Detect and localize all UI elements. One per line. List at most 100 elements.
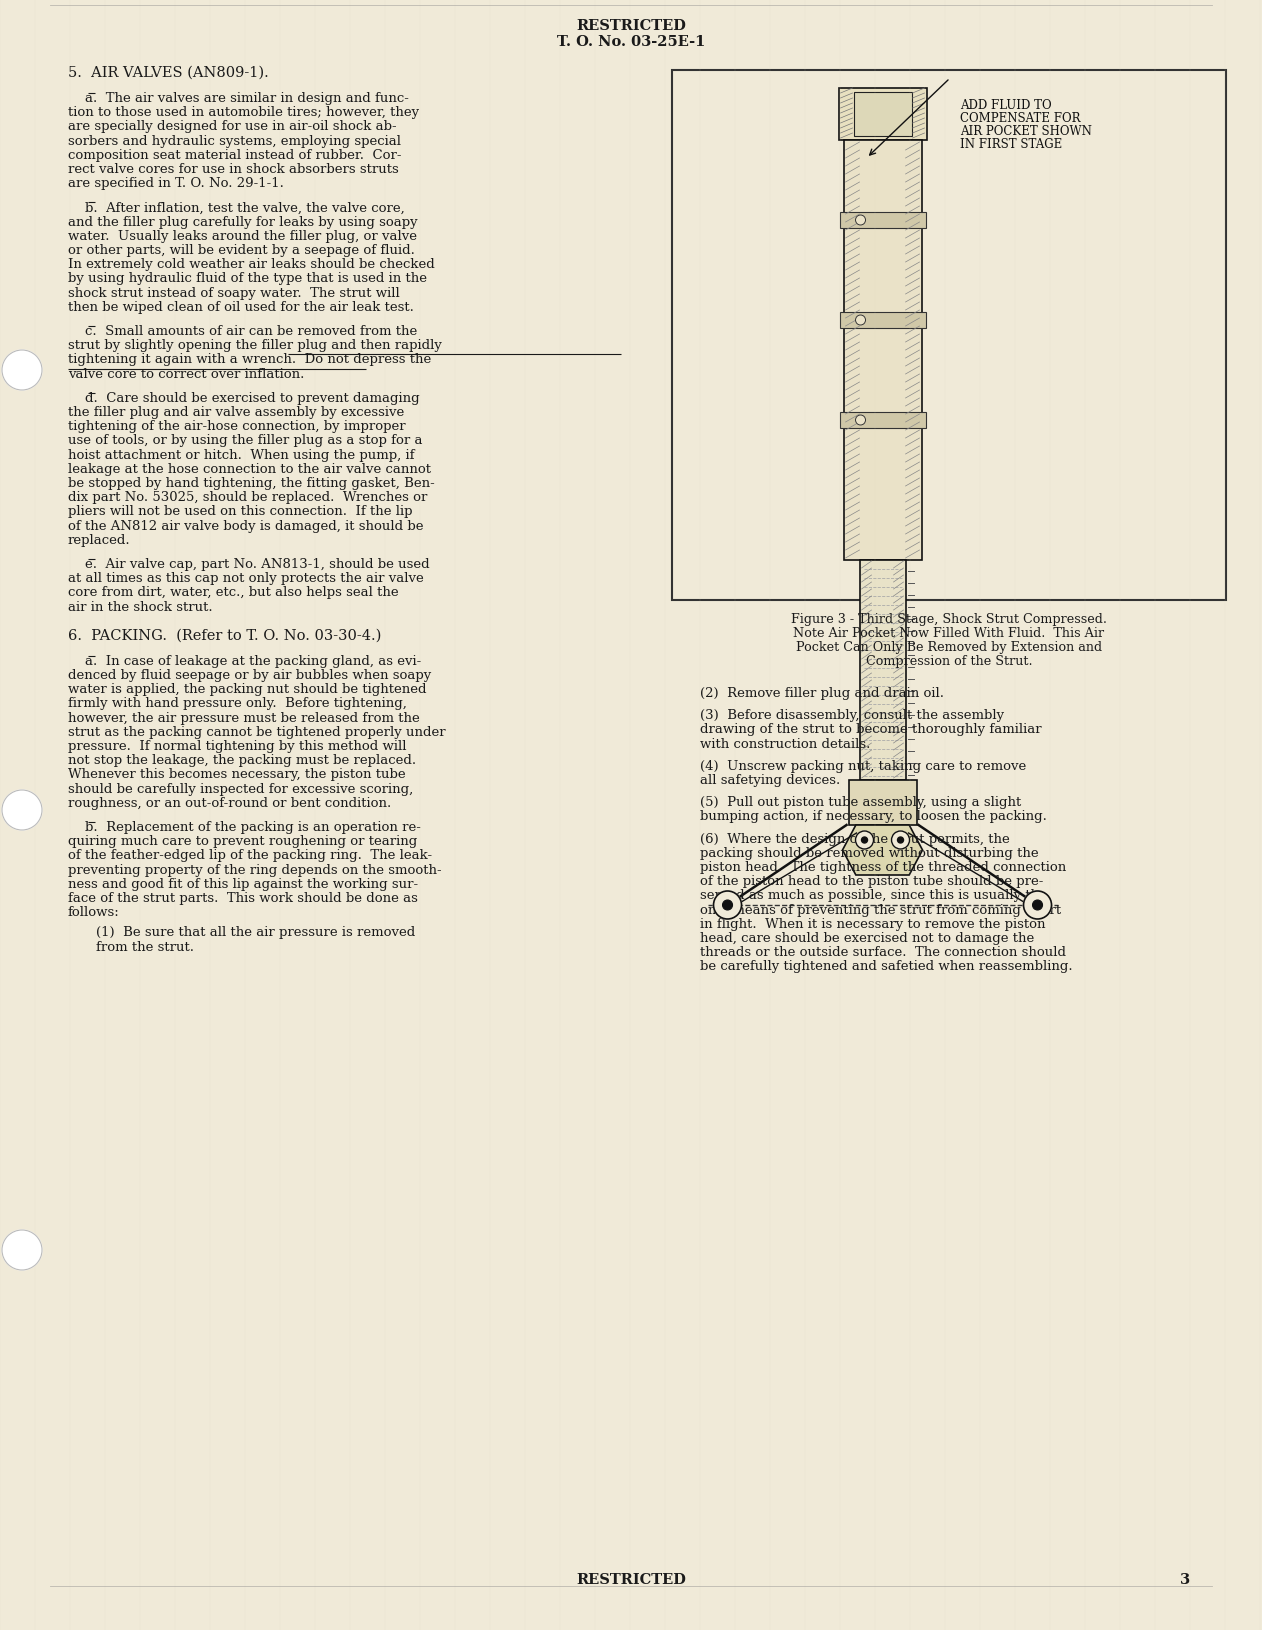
Text: b.  Replacement of the packing is an operation re-: b. Replacement of the packing is an oper… bbox=[68, 820, 420, 833]
Circle shape bbox=[713, 892, 742, 919]
Text: piston head.  The tightness of the threaded connection: piston head. The tightness of the thread… bbox=[700, 861, 1066, 874]
Text: (3)  Before disassembly, consult the assembly: (3) Before disassembly, consult the asse… bbox=[700, 709, 1005, 722]
Text: be stopped by hand tightening, the fitting gasket, Ben-: be stopped by hand tightening, the fitti… bbox=[68, 476, 434, 489]
Text: (1)  Be sure that all the air pressure is removed: (1) Be sure that all the air pressure is… bbox=[96, 926, 415, 939]
Text: RESTRICTED: RESTRICTED bbox=[575, 20, 687, 33]
Text: of the piston head to the piston tube should be pre-: of the piston head to the piston tube sh… bbox=[700, 875, 1044, 888]
Text: with construction details.: with construction details. bbox=[700, 737, 871, 750]
Text: strut as the packing cannot be tightened properly under: strut as the packing cannot be tightened… bbox=[68, 725, 445, 738]
Text: b.  After inflation, test the valve, the valve core,: b. After inflation, test the valve, the … bbox=[68, 200, 405, 214]
Text: pressure.  If normal tightening by this method will: pressure. If normal tightening by this m… bbox=[68, 740, 406, 753]
Bar bbox=[838, 90, 926, 140]
Bar bbox=[843, 140, 921, 561]
Text: sorbers and hydraulic systems, employing special: sorbers and hydraulic systems, employing… bbox=[68, 135, 401, 147]
Text: valve core to correct over inflation.: valve core to correct over inflation. bbox=[68, 367, 304, 380]
Text: in flight.  When it is necessary to remove the piston: in flight. When it is necessary to remov… bbox=[700, 918, 1045, 931]
Text: (2)  Remove filler plug and drain oil.: (2) Remove filler plug and drain oil. bbox=[700, 686, 944, 699]
Circle shape bbox=[856, 416, 866, 425]
Text: In extremely cold weather air leaks should be checked: In extremely cold weather air leaks shou… bbox=[68, 258, 434, 271]
Text: composition seat material instead of rubber.  Cor-: composition seat material instead of rub… bbox=[68, 148, 401, 161]
Text: then be wiped clean of oil used for the air leak test.: then be wiped clean of oil used for the … bbox=[68, 300, 414, 313]
Text: drawing of the strut to become thoroughly familiar: drawing of the strut to become thoroughl… bbox=[700, 724, 1041, 737]
Circle shape bbox=[3, 791, 42, 831]
Text: or other parts, will be evident by a seepage of fluid.: or other parts, will be evident by a see… bbox=[68, 244, 415, 258]
Bar bbox=[839, 313, 925, 329]
Bar bbox=[859, 561, 906, 781]
Text: 3: 3 bbox=[1180, 1571, 1190, 1586]
Text: at all times as this cap not only protects the air valve: at all times as this cap not only protec… bbox=[68, 572, 424, 585]
Circle shape bbox=[3, 350, 42, 391]
Text: AIR POCKET SHOWN: AIR POCKET SHOWN bbox=[960, 126, 1092, 139]
Text: leakage at the hose connection to the air valve cannot: leakage at the hose connection to the ai… bbox=[68, 463, 432, 476]
Text: served as much as possible, since this is usually the: served as much as possible, since this i… bbox=[700, 888, 1047, 901]
Text: strut by slightly opening the filler plug and then rapidly: strut by slightly opening the filler plu… bbox=[68, 339, 442, 352]
Polygon shape bbox=[843, 825, 923, 875]
Text: roughness, or an out-of-round or bent condition.: roughness, or an out-of-round or bent co… bbox=[68, 797, 391, 810]
Circle shape bbox=[891, 831, 910, 849]
Text: (6)  Where the design of the strut permits, the: (6) Where the design of the strut permit… bbox=[700, 831, 1010, 844]
Text: of the AN812 air valve body is damaged, it should be: of the AN812 air valve body is damaged, … bbox=[68, 520, 424, 533]
Text: packing should be removed without disturbing the: packing should be removed without distur… bbox=[700, 846, 1039, 859]
Text: Figure 3 - Third Stage, Shock Strut Compressed.: Figure 3 - Third Stage, Shock Strut Comp… bbox=[791, 613, 1107, 626]
Text: are specially designed for use in air-oil shock ab-: are specially designed for use in air-oi… bbox=[68, 121, 396, 134]
Text: (4)  Unscrew packing nut, taking care to remove: (4) Unscrew packing nut, taking care to … bbox=[700, 760, 1026, 773]
Text: not stop the leakage, the packing must be replaced.: not stop the leakage, the packing must b… bbox=[68, 753, 416, 766]
Bar bbox=[848, 781, 916, 825]
Circle shape bbox=[856, 831, 873, 849]
Text: should be carefully inspected for excessive scoring,: should be carefully inspected for excess… bbox=[68, 782, 413, 795]
Circle shape bbox=[862, 838, 867, 843]
Circle shape bbox=[856, 316, 866, 326]
Text: dix part No. 53025, should be replaced.  Wrenches or: dix part No. 53025, should be replaced. … bbox=[68, 491, 428, 504]
Text: follows:: follows: bbox=[68, 906, 120, 919]
Text: core from dirt, water, etc., but also helps seal the: core from dirt, water, etc., but also he… bbox=[68, 587, 399, 600]
Circle shape bbox=[3, 1231, 42, 1270]
Text: tightening of the air-hose connection, by improper: tightening of the air-hose connection, b… bbox=[68, 421, 405, 434]
Circle shape bbox=[1023, 892, 1051, 919]
Text: of the feather-edged lip of the packing ring.  The leak-: of the feather-edged lip of the packing … bbox=[68, 849, 432, 862]
Text: 5.  AIR VALVES (AN809-1).: 5. AIR VALVES (AN809-1). bbox=[68, 65, 269, 80]
Text: and the filler plug carefully for leaks by using soapy: and the filler plug carefully for leaks … bbox=[68, 215, 418, 228]
Bar bbox=[671, 72, 1225, 600]
Text: Pocket Can Only Be Removed by Extension and: Pocket Can Only Be Removed by Extension … bbox=[796, 641, 1102, 654]
Bar bbox=[839, 214, 925, 228]
Text: e.  Air valve cap, part No. AN813-1, should be used: e. Air valve cap, part No. AN813-1, shou… bbox=[68, 557, 429, 570]
Text: the filler plug and air valve assembly by excessive: the filler plug and air valve assembly b… bbox=[68, 406, 404, 419]
Text: preventing property of the ring depends on the smooth-: preventing property of the ring depends … bbox=[68, 862, 442, 875]
Text: air in the shock strut.: air in the shock strut. bbox=[68, 600, 212, 613]
Text: ADD FLUID TO: ADD FLUID TO bbox=[960, 99, 1051, 112]
Text: rect valve cores for use in shock absorbers struts: rect valve cores for use in shock absorb… bbox=[68, 163, 399, 176]
Text: hoist attachment or hitch.  When using the pump, if: hoist attachment or hitch. When using th… bbox=[68, 448, 414, 461]
Text: Whenever this becomes necessary, the piston tube: Whenever this becomes necessary, the pis… bbox=[68, 768, 405, 781]
Text: threads or the outside surface.  The connection should: threads or the outside surface. The conn… bbox=[700, 945, 1066, 958]
Text: ness and good fit of this lip against the working sur-: ness and good fit of this lip against th… bbox=[68, 877, 418, 890]
Text: d.  Care should be exercised to prevent damaging: d. Care should be exercised to prevent d… bbox=[68, 391, 420, 404]
Text: are specified in T. O. No. 29-1-1.: are specified in T. O. No. 29-1-1. bbox=[68, 178, 284, 191]
Circle shape bbox=[723, 900, 732, 911]
Text: IN FIRST STAGE: IN FIRST STAGE bbox=[960, 139, 1063, 152]
Text: 6.  PACKING.  (Refer to T. O. No. 03-30-4.): 6. PACKING. (Refer to T. O. No. 03-30-4.… bbox=[68, 629, 381, 642]
Text: tightening it again with a wrench.  Do not depress the: tightening it again with a wrench. Do no… bbox=[68, 354, 432, 367]
Text: be carefully tightened and safetied when reassembling.: be carefully tightened and safetied when… bbox=[700, 960, 1073, 973]
Text: water.  Usually leaks around the filler plug, or valve: water. Usually leaks around the filler p… bbox=[68, 230, 416, 243]
Text: replaced.: replaced. bbox=[68, 533, 131, 546]
Bar bbox=[853, 93, 911, 137]
Text: shock strut instead of soapy water.  The strut will: shock strut instead of soapy water. The … bbox=[68, 287, 400, 300]
Text: however, the air pressure must be released from the: however, the air pressure must be releas… bbox=[68, 711, 420, 724]
Text: COMPENSATE FOR: COMPENSATE FOR bbox=[960, 112, 1080, 126]
Text: use of tools, or by using the filler plug as a stop for a: use of tools, or by using the filler plu… bbox=[68, 434, 423, 447]
Text: Note Air Pocket Now Filled With Fluid.  This Air: Note Air Pocket Now Filled With Fluid. T… bbox=[794, 626, 1104, 639]
Text: Compression of the Strut.: Compression of the Strut. bbox=[866, 655, 1032, 668]
Text: a.  In case of leakage at the packing gland, as evi-: a. In case of leakage at the packing gla… bbox=[68, 654, 422, 667]
Text: by using hydraulic fluid of the type that is used in the: by using hydraulic fluid of the type tha… bbox=[68, 272, 427, 285]
Text: firmly with hand pressure only.  Before tightening,: firmly with hand pressure only. Before t… bbox=[68, 698, 406, 711]
Text: bumping action, if necessary, to loosen the packing.: bumping action, if necessary, to loosen … bbox=[700, 810, 1047, 823]
Circle shape bbox=[1032, 900, 1042, 911]
Text: denced by fluid seepage or by air bubbles when soapy: denced by fluid seepage or by air bubble… bbox=[68, 668, 432, 681]
Text: quiring much care to prevent roughening or tearing: quiring much care to prevent roughening … bbox=[68, 835, 418, 848]
Text: from the strut.: from the strut. bbox=[96, 941, 194, 954]
Text: (5)  Pull out piston tube assembly, using a slight: (5) Pull out piston tube assembly, using… bbox=[700, 795, 1021, 808]
Circle shape bbox=[856, 215, 866, 227]
Text: face of the strut parts.  This work should be done as: face of the strut parts. This work shoul… bbox=[68, 892, 418, 905]
Text: only means of preventing the strut from coming apart: only means of preventing the strut from … bbox=[700, 903, 1061, 916]
Text: water is applied, the packing nut should be tightened: water is applied, the packing nut should… bbox=[68, 683, 427, 696]
